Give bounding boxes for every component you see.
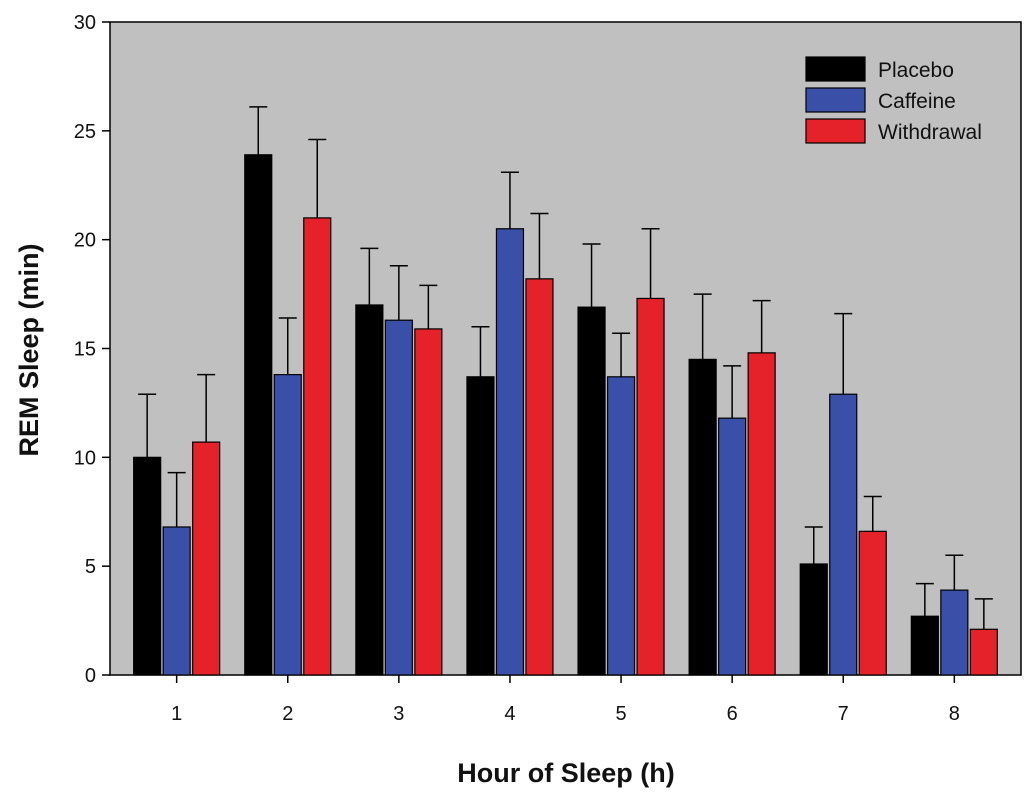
legend-swatch-withdrawal bbox=[805, 118, 866, 144]
y-tick-label: 5 bbox=[85, 556, 96, 578]
legend-label-withdrawal: Withdrawal bbox=[878, 121, 982, 144]
bar-placebo-4 bbox=[466, 376, 495, 676]
bar-withdrawal-7 bbox=[858, 530, 887, 676]
legend: Placebo Caffeine Withdrawal bbox=[805, 56, 982, 144]
bar-caffeine-8 bbox=[940, 589, 969, 676]
x-tick-label: 4 bbox=[504, 703, 515, 725]
y-tick-label: 20 bbox=[74, 230, 96, 252]
legend-swatch-caffeine bbox=[805, 87, 866, 113]
y-tick-label: 25 bbox=[74, 121, 96, 143]
bar-placebo-3 bbox=[355, 304, 384, 676]
legend-label-placebo: Placebo bbox=[878, 59, 954, 82]
error-bars bbox=[138, 106, 993, 630]
bars bbox=[133, 154, 998, 676]
x-axis-title: Hour of Sleep (h) bbox=[457, 758, 675, 788]
bar-caffeine-3 bbox=[384, 319, 413, 676]
bar-placebo-2 bbox=[244, 154, 273, 676]
bar-withdrawal-5 bbox=[636, 297, 665, 676]
bar-withdrawal-6 bbox=[747, 352, 776, 676]
bar-withdrawal-4 bbox=[525, 278, 554, 676]
bar-caffeine-2 bbox=[273, 374, 302, 676]
bar-withdrawal-1 bbox=[192, 441, 221, 676]
bar-caffeine-5 bbox=[606, 376, 636, 676]
x-tick-label: 3 bbox=[393, 703, 404, 725]
bar-caffeine-1 bbox=[162, 526, 191, 676]
y-tick-label: 15 bbox=[74, 339, 96, 361]
x-tick-label: 7 bbox=[838, 703, 849, 725]
x-tick-label: 5 bbox=[615, 703, 626, 725]
x-axis: 1 2 3 4 5 6 7 8 bbox=[171, 675, 960, 725]
bar-placebo-8 bbox=[910, 615, 939, 676]
bar-caffeine-6 bbox=[718, 417, 747, 676]
bar-placebo-1 bbox=[133, 456, 162, 676]
y-tick-label: 30 bbox=[74, 12, 96, 34]
bar-placebo-7 bbox=[799, 563, 828, 676]
y-axis-title: REM Sleep (min) bbox=[14, 243, 44, 456]
legend-label-caffeine: Caffeine bbox=[878, 90, 956, 113]
bar-placebo-6 bbox=[688, 358, 717, 676]
bar-placebo-5 bbox=[577, 306, 606, 676]
bar-caffeine-4 bbox=[495, 228, 525, 676]
x-tick-label: 8 bbox=[949, 703, 960, 725]
bar-withdrawal-8 bbox=[969, 628, 998, 676]
y-axis: 0 5 10 15 20 25 30 bbox=[74, 12, 110, 687]
y-tick-label: 10 bbox=[74, 447, 96, 469]
y-tick-label: 0 bbox=[85, 665, 96, 687]
bar-withdrawal-3 bbox=[414, 328, 443, 676]
bar-caffeine-7 bbox=[829, 393, 858, 676]
x-tick-label: 2 bbox=[282, 703, 293, 725]
x-tick-label: 6 bbox=[727, 703, 738, 725]
legend-swatch-placebo bbox=[805, 56, 866, 82]
x-tick-label: 1 bbox=[171, 703, 182, 725]
bar-withdrawal-2 bbox=[303, 217, 332, 676]
